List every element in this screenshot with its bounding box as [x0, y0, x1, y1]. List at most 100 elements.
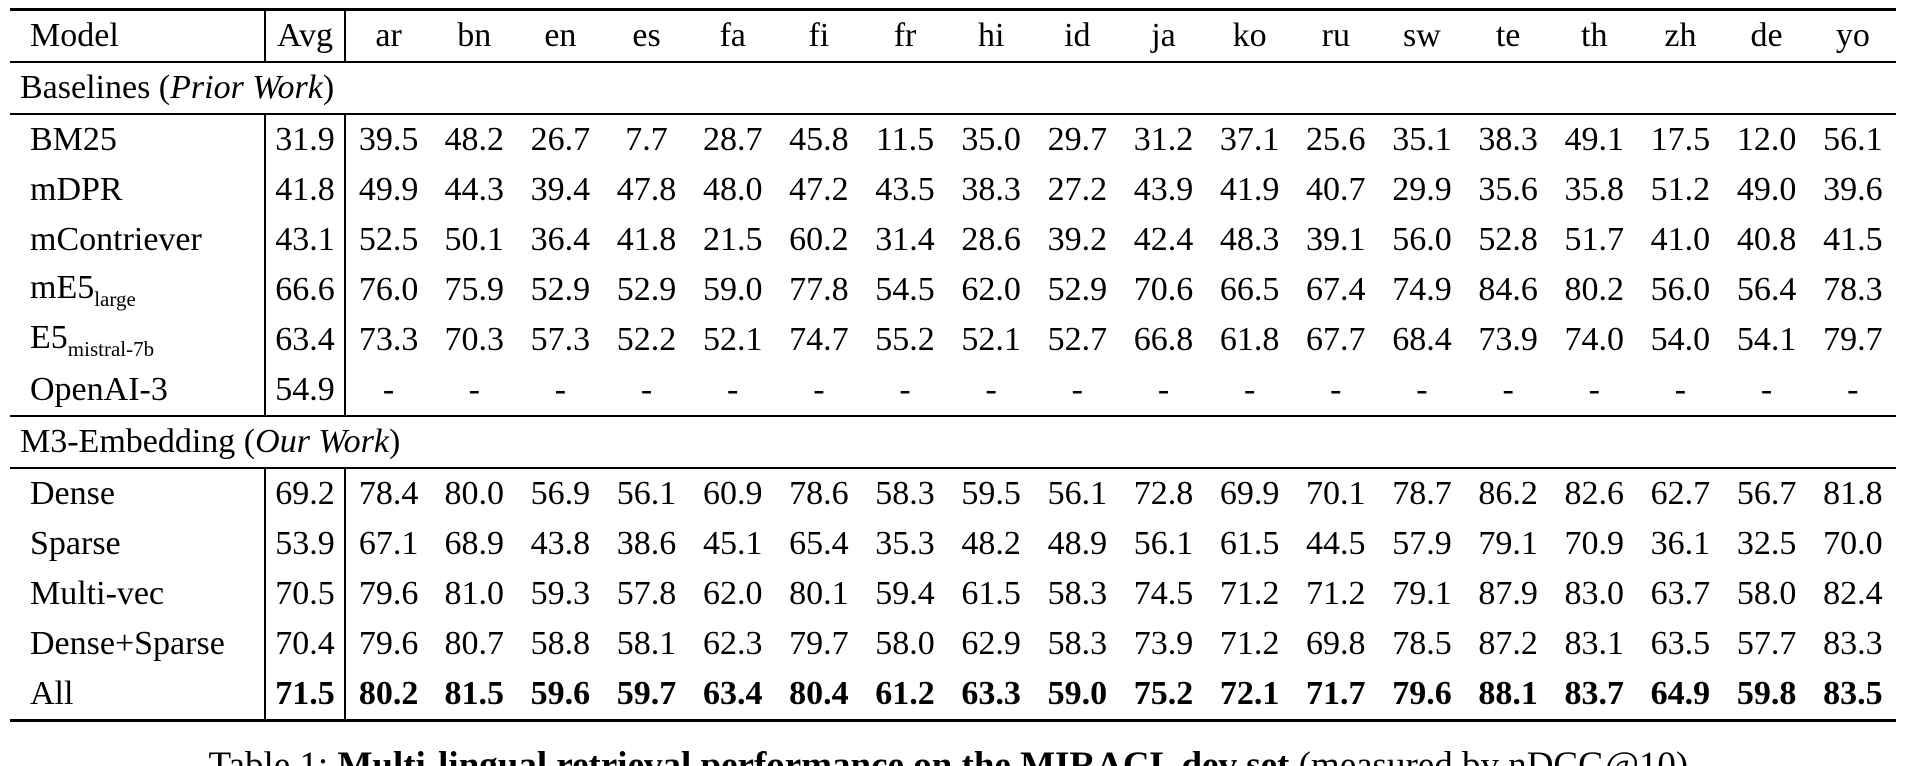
score-cell: 35.0 — [961, 121, 1021, 158]
header-row: Model Avg ar bn en es fa fi fr hi id ja ko ru sw te th zh… — [10, 9, 1896, 63]
score-cell: 72.8 — [1133, 475, 1194, 512]
score-cell: 57.7 — [1736, 625, 1797, 662]
score-cell: 56.4 — [1736, 271, 1797, 308]
score-cell: 39.6 — [1823, 171, 1883, 208]
model-name-cell: All — [10, 669, 266, 721]
score-cell: 66.5 — [1219, 271, 1280, 308]
score-cell: 49.9 — [358, 171, 419, 208]
score-cell: 17.5 — [1650, 121, 1711, 158]
score-cell: 80.0 — [444, 475, 504, 512]
score-cell: - — [1157, 371, 1170, 408]
column-header: ko — [1206, 9, 1293, 63]
score-cell: 79.1 — [1478, 525, 1538, 562]
model-name: All — [30, 675, 74, 712]
caption-suffix: (measured by nDCG@10). — [1289, 745, 1698, 766]
score-cell: 68.9 — [444, 525, 504, 562]
score-cell: 52.5 — [358, 221, 419, 258]
section-header: Baselines (Prior Work) — [10, 61, 1896, 115]
column-header: zh — [1637, 9, 1724, 63]
score-cell: 7.7 — [625, 121, 668, 158]
section-header-row: M3-Embedding (Our Work) — [10, 415, 1896, 469]
score-cell: 28.7 — [702, 121, 763, 158]
score-cell: 54.5 — [875, 271, 935, 308]
score-cell: 79.6 — [1392, 675, 1452, 712]
score-cell: 82.4 — [1823, 575, 1883, 612]
score-cell: 75.2 — [1133, 675, 1194, 712]
score-cell: 54.1 — [1736, 321, 1797, 358]
score-cell: 38.6 — [616, 525, 677, 562]
score-cell: 52.1 — [961, 321, 1021, 358]
score-cell: 43.8 — [530, 525, 591, 562]
score-cell: 29.7 — [1047, 121, 1108, 158]
column-header: ja — [1120, 9, 1207, 63]
score-cell: 48.9 — [1047, 525, 1108, 562]
column-header: id — [1034, 9, 1121, 63]
score-cell: 78.5 — [1392, 625, 1452, 662]
score-cell: 81.0 — [444, 575, 504, 612]
score-cell: 54.0 — [1650, 321, 1711, 358]
score-cell: 29.9 — [1392, 171, 1452, 208]
score-cell: 52.9 — [1047, 271, 1108, 308]
score-cell: - — [640, 371, 653, 408]
table-row: Dense+Sparse 70.4 79.6 80.7 58.8 58.1 62.3 79.7… — [10, 619, 1896, 669]
results-table: Model Avg ar bn en es fa fi fr hi id ja ko ru sw te th zh… — [10, 8, 1896, 722]
table-row: Sparse 53.9 67.1 68.9 43.8 38.6 45.1 65.4 35.3 48… — [10, 519, 1896, 569]
model-name: Sparse — [30, 525, 121, 562]
score-cell: 63.5 — [1650, 625, 1711, 662]
table-row: mE5large 66.6 76.0 75.9 52.9 52.9 59.0 77.8 54.5… — [10, 265, 1896, 315]
score-cell: 58.3 — [1047, 575, 1108, 612]
score-cell: 79.7 — [1823, 321, 1883, 358]
score-cell: 80.2 — [358, 675, 419, 712]
score-cell: 71.7 — [1306, 675, 1366, 712]
model-name-cell: Sparse — [10, 519, 266, 569]
score-cell: 56.0 — [1650, 271, 1711, 308]
score-cell: 83.5 — [1823, 675, 1883, 712]
score-cell: 41.8 — [616, 221, 677, 258]
column-header: sw — [1378, 9, 1466, 63]
score-cell: - — [468, 371, 480, 408]
score-cell: 58.3 — [1047, 625, 1108, 662]
score-cell: 61.8 — [1219, 321, 1280, 358]
model-name-cell: mE5large — [10, 265, 266, 315]
avg-score-cell: 63.4 — [265, 315, 346, 365]
score-cell: 52.1 — [702, 321, 763, 358]
score-cell: 35.1 — [1392, 121, 1452, 158]
score-cell: 45.8 — [789, 121, 849, 158]
caption-bold-text: Multi-lingual retrieval performance on t… — [337, 745, 1290, 766]
section-header-prefix: Baselines ( — [20, 69, 171, 106]
model-name-cell: OpenAI-3 — [10, 365, 266, 416]
score-cell: - — [1847, 371, 1859, 408]
model-name-subscript: mistral-7b — [67, 336, 155, 361]
score-cell: 62.9 — [961, 625, 1021, 662]
score-cell: 79.6 — [358, 625, 419, 662]
score-cell: 44.5 — [1306, 525, 1366, 562]
score-cell: 60.2 — [789, 221, 849, 258]
column-header-model: Model — [10, 9, 266, 63]
table-caption: Table 1: Multi-lingual retrieval perform… — [0, 744, 1906, 766]
section-header-italic: Our Work — [255, 423, 389, 460]
table-row: mContriever 43.1 52.5 50.1 36.4 41.8 21.5 60.2 3… — [10, 215, 1896, 265]
model-name-cell: BM25 — [10, 114, 266, 165]
score-cell: 58.1 — [616, 625, 677, 662]
score-cell: 74.0 — [1564, 321, 1625, 358]
score-cell: 52.9 — [530, 271, 591, 308]
score-cell: - — [1502, 371, 1514, 408]
score-cell: 63.3 — [961, 675, 1021, 712]
score-cell: 69.8 — [1306, 625, 1366, 662]
score-cell: 78.7 — [1392, 475, 1452, 512]
score-cell: 40.7 — [1306, 171, 1366, 208]
score-cell: 84.6 — [1478, 271, 1538, 308]
table-row: OpenAI-3 54.9- - - - - - - - - - - - - - - - - - — [10, 365, 1896, 416]
score-cell: 43.5 — [875, 171, 935, 208]
model-name-cell: E5mistral-7b — [10, 315, 266, 365]
model-name: mContriever — [30, 221, 202, 258]
score-cell: 61.2 — [875, 675, 935, 712]
score-cell: 79.6 — [358, 575, 419, 612]
score-cell: 21.5 — [702, 221, 763, 258]
column-header: Avg — [265, 9, 346, 63]
score-cell: 32.5 — [1736, 525, 1797, 562]
score-cell: 73.3 — [358, 321, 419, 358]
column-header: hi — [948, 9, 1035, 63]
section-header-row: Baselines (Prior Work) — [10, 61, 1896, 115]
score-cell: - — [1243, 371, 1256, 408]
